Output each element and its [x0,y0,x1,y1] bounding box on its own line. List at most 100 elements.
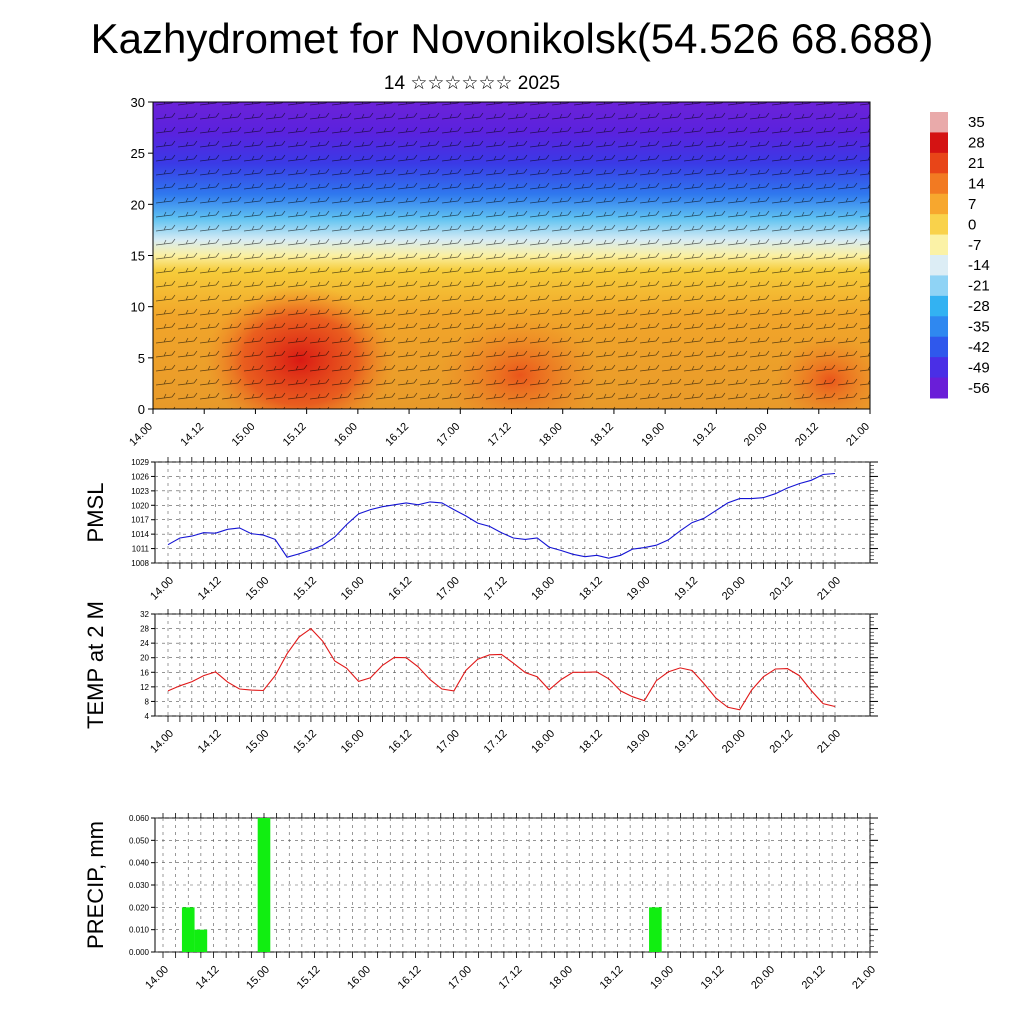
x-tick-label: 15.12 [295,964,323,992]
temperature-panel: 4 8 12 16 20 24 28 32 14.00 14.12 15.00 15.12 16.00 1… [83,601,878,756]
x-tick-label: 17.00 [434,421,462,449]
x-tick-label: 21.00 [850,964,878,992]
x-tick-label: 16.12 [396,964,424,992]
x-tick-label: 19.12 [672,575,700,603]
x-tick-label: 16.00 [339,575,367,603]
x-tick-label: 16.00 [339,728,367,756]
colorbar-label: -14 [968,257,990,274]
y-tick-label: 12 [140,683,149,692]
colorbar-swatch [930,377,948,399]
colorbar-label: -7 [968,237,981,254]
series-line [167,627,836,711]
colorbar-label: -28 [968,298,990,315]
colorbar-swatch [930,214,948,236]
y-axis-title: TEMP at 2 M [83,601,108,729]
colorbar-swatch [930,255,948,276]
x-tick-label: 19.00 [625,575,653,603]
x-tick-label: 19.00 [648,964,676,992]
x-tick-label: 18.12 [577,728,605,756]
x-tick-label: 19.12 [672,728,700,756]
y-tick-label: 8 [145,697,150,706]
y-tick-label: 0.010 [129,926,150,935]
x-tick-label: 17.12 [482,728,510,756]
colorbar: 35 28 21 14 7 0 -7 -14 -21 -28 -35 -42 -49 -56 [930,112,990,399]
x-tick-label: 21.00 [815,728,843,756]
precip-bar [649,907,662,952]
y-tick-label: 10 [131,300,145,315]
x-tick-label: 18.00 [529,575,557,603]
x-tick-label: 18.12 [577,575,605,603]
x-tick-label: 17.00 [434,575,462,603]
colorbar-swatch [930,112,948,133]
x-tick-label: 16.00 [332,421,360,449]
y-tick-label: 0.040 [129,859,150,868]
precipitation-panel: 0.000 0.010 0.020 0.030 0.040 0.050 0.060 14.00… [83,813,878,992]
x-tick-label: 15.12 [291,728,319,756]
x-tick-label: 16.12 [383,421,411,449]
x-tick-label: 21.00 [844,421,872,449]
panel-frame [154,613,871,717]
x-tick-label: 18.00 [547,964,575,992]
x-tick-label: 19.00 [639,421,667,449]
x-tick-label: 18.12 [598,964,626,992]
colorbar-label: 28 [968,135,985,152]
x-tick-label: 14.12 [194,964,222,992]
x-tick-label: 19.12 [699,964,727,992]
x-tick-label: 16.12 [386,728,414,756]
colorbar-label: 7 [968,196,976,213]
colorbar-label: -21 [968,278,990,295]
x-tick-label: 20.12 [768,728,796,756]
x-tick-label: 14.00 [143,964,171,992]
y-tick-label: 0.030 [129,881,150,890]
x-tick-label: 14.12 [196,575,224,603]
y-tick-label: 1020 [131,501,149,510]
wind-barbs [153,102,870,409]
x-tick-label: 15.12 [281,421,309,449]
y-tick-label: 1023 [131,487,149,496]
y-axis-title: PRECIP, mm [83,821,108,949]
x-tick-label: 19.12 [691,421,719,449]
x-tick-label: 16.12 [386,575,414,603]
x-tick-label: 18.00 [529,728,557,756]
y-tick-label: 15 [131,249,145,264]
precip-bar [181,907,195,952]
y-tick-label: 24 [140,639,149,648]
x-tick-label: 21.00 [815,575,843,603]
y-tick-label: 1008 [131,559,149,568]
y-tick-label: 28 [140,625,149,634]
y-tick-label: 5 [138,351,145,366]
x-tick-label: 16.00 [345,964,373,992]
colorbar-swatch [930,316,948,338]
y-tick-label: 1029 [131,458,149,467]
x-tick-label: 20.00 [749,964,777,992]
pmsl-panel: 1008 1011 1014 1017 1020 1023 1026 1029 14.00 14.… [83,457,878,603]
x-tick-label: 15.12 [291,575,319,603]
colorbar-label: 14 [968,176,985,193]
colorbar-label: -35 [968,319,990,336]
colorbar-label: 21 [968,155,985,172]
x-tick-label: 20.12 [768,575,796,603]
colorbar-swatch [930,173,948,195]
x-tick-label: 14.00 [127,421,155,449]
cross-section-y-axis: 0 5 10 15 20 25 30 [131,95,153,417]
y-tick-label: 1014 [131,530,149,539]
y-tick-label: 1017 [131,516,149,525]
cross-section-x-axis: 14.00 14.12 15.00 15.12 16.00 16.12 17.00 17.12… [127,409,872,449]
x-tick-label: 17.12 [482,575,510,603]
colorbar-swatch [930,336,948,358]
x-tick-label: 17.00 [434,728,462,756]
y-tick-label: 1026 [131,472,149,481]
x-tick-label: 14.00 [148,728,176,756]
colorbar-swatch [930,357,948,379]
colorbar-label: -42 [968,339,990,356]
x-tick-label: 17.12 [497,964,525,992]
y-tick-label: 0 [138,402,145,417]
x-tick-label: 15.00 [243,728,271,756]
y-tick-label: 16 [140,668,149,677]
x-tick-label: 15.00 [244,964,272,992]
colorbar-label: 35 [968,114,985,131]
x-tick-label: 20.12 [793,421,821,449]
x-tick-label: 18.12 [588,421,616,449]
y-tick-label: 0.060 [129,814,150,823]
y-tick-label: 0.000 [129,948,150,957]
